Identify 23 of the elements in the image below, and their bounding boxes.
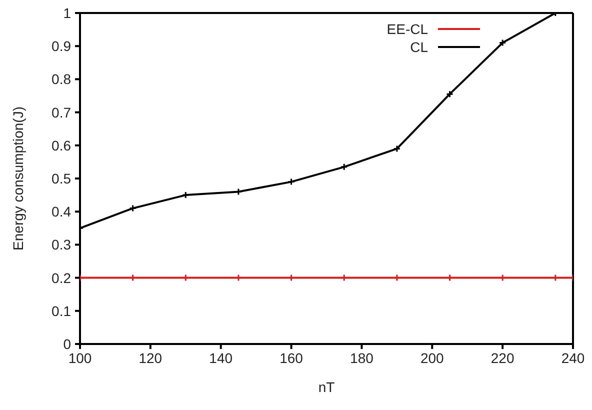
y-tick-label: 0.5: [52, 170, 72, 186]
y-tick-label: 0.3: [52, 236, 72, 253]
x-tick-label: 220: [490, 350, 514, 366]
y-tick-label: 0.1: [52, 302, 72, 319]
x-tick-label: 240: [561, 350, 585, 366]
y-tick-label: 1: [63, 4, 72, 21]
x-tick-label: 100: [68, 350, 92, 366]
y-tick-label: 0: [63, 336, 72, 352]
y-tick-label: 0.8: [52, 71, 72, 88]
y-tick-label: 0.9: [52, 38, 72, 54]
y-tick-label: 0.7: [52, 104, 72, 120]
x-tick-label: 160: [280, 350, 304, 366]
x-tick-label: 120: [138, 350, 162, 366]
y-tick-label: 0.2: [52, 270, 72, 286]
y-tick-label: 0.4: [52, 204, 72, 220]
legend-label: EE-CL: [386, 21, 428, 37]
x-tick-label: 140: [209, 350, 233, 366]
y-axis-title: Energy consumption(J): [10, 106, 26, 250]
y-tick-label: 0.6: [52, 137, 72, 154]
x-tick-label: 180: [350, 350, 374, 366]
x-axis-title: nT: [318, 379, 336, 395]
legend-label: CL: [410, 39, 428, 55]
x-tick-label: 200: [420, 350, 444, 366]
